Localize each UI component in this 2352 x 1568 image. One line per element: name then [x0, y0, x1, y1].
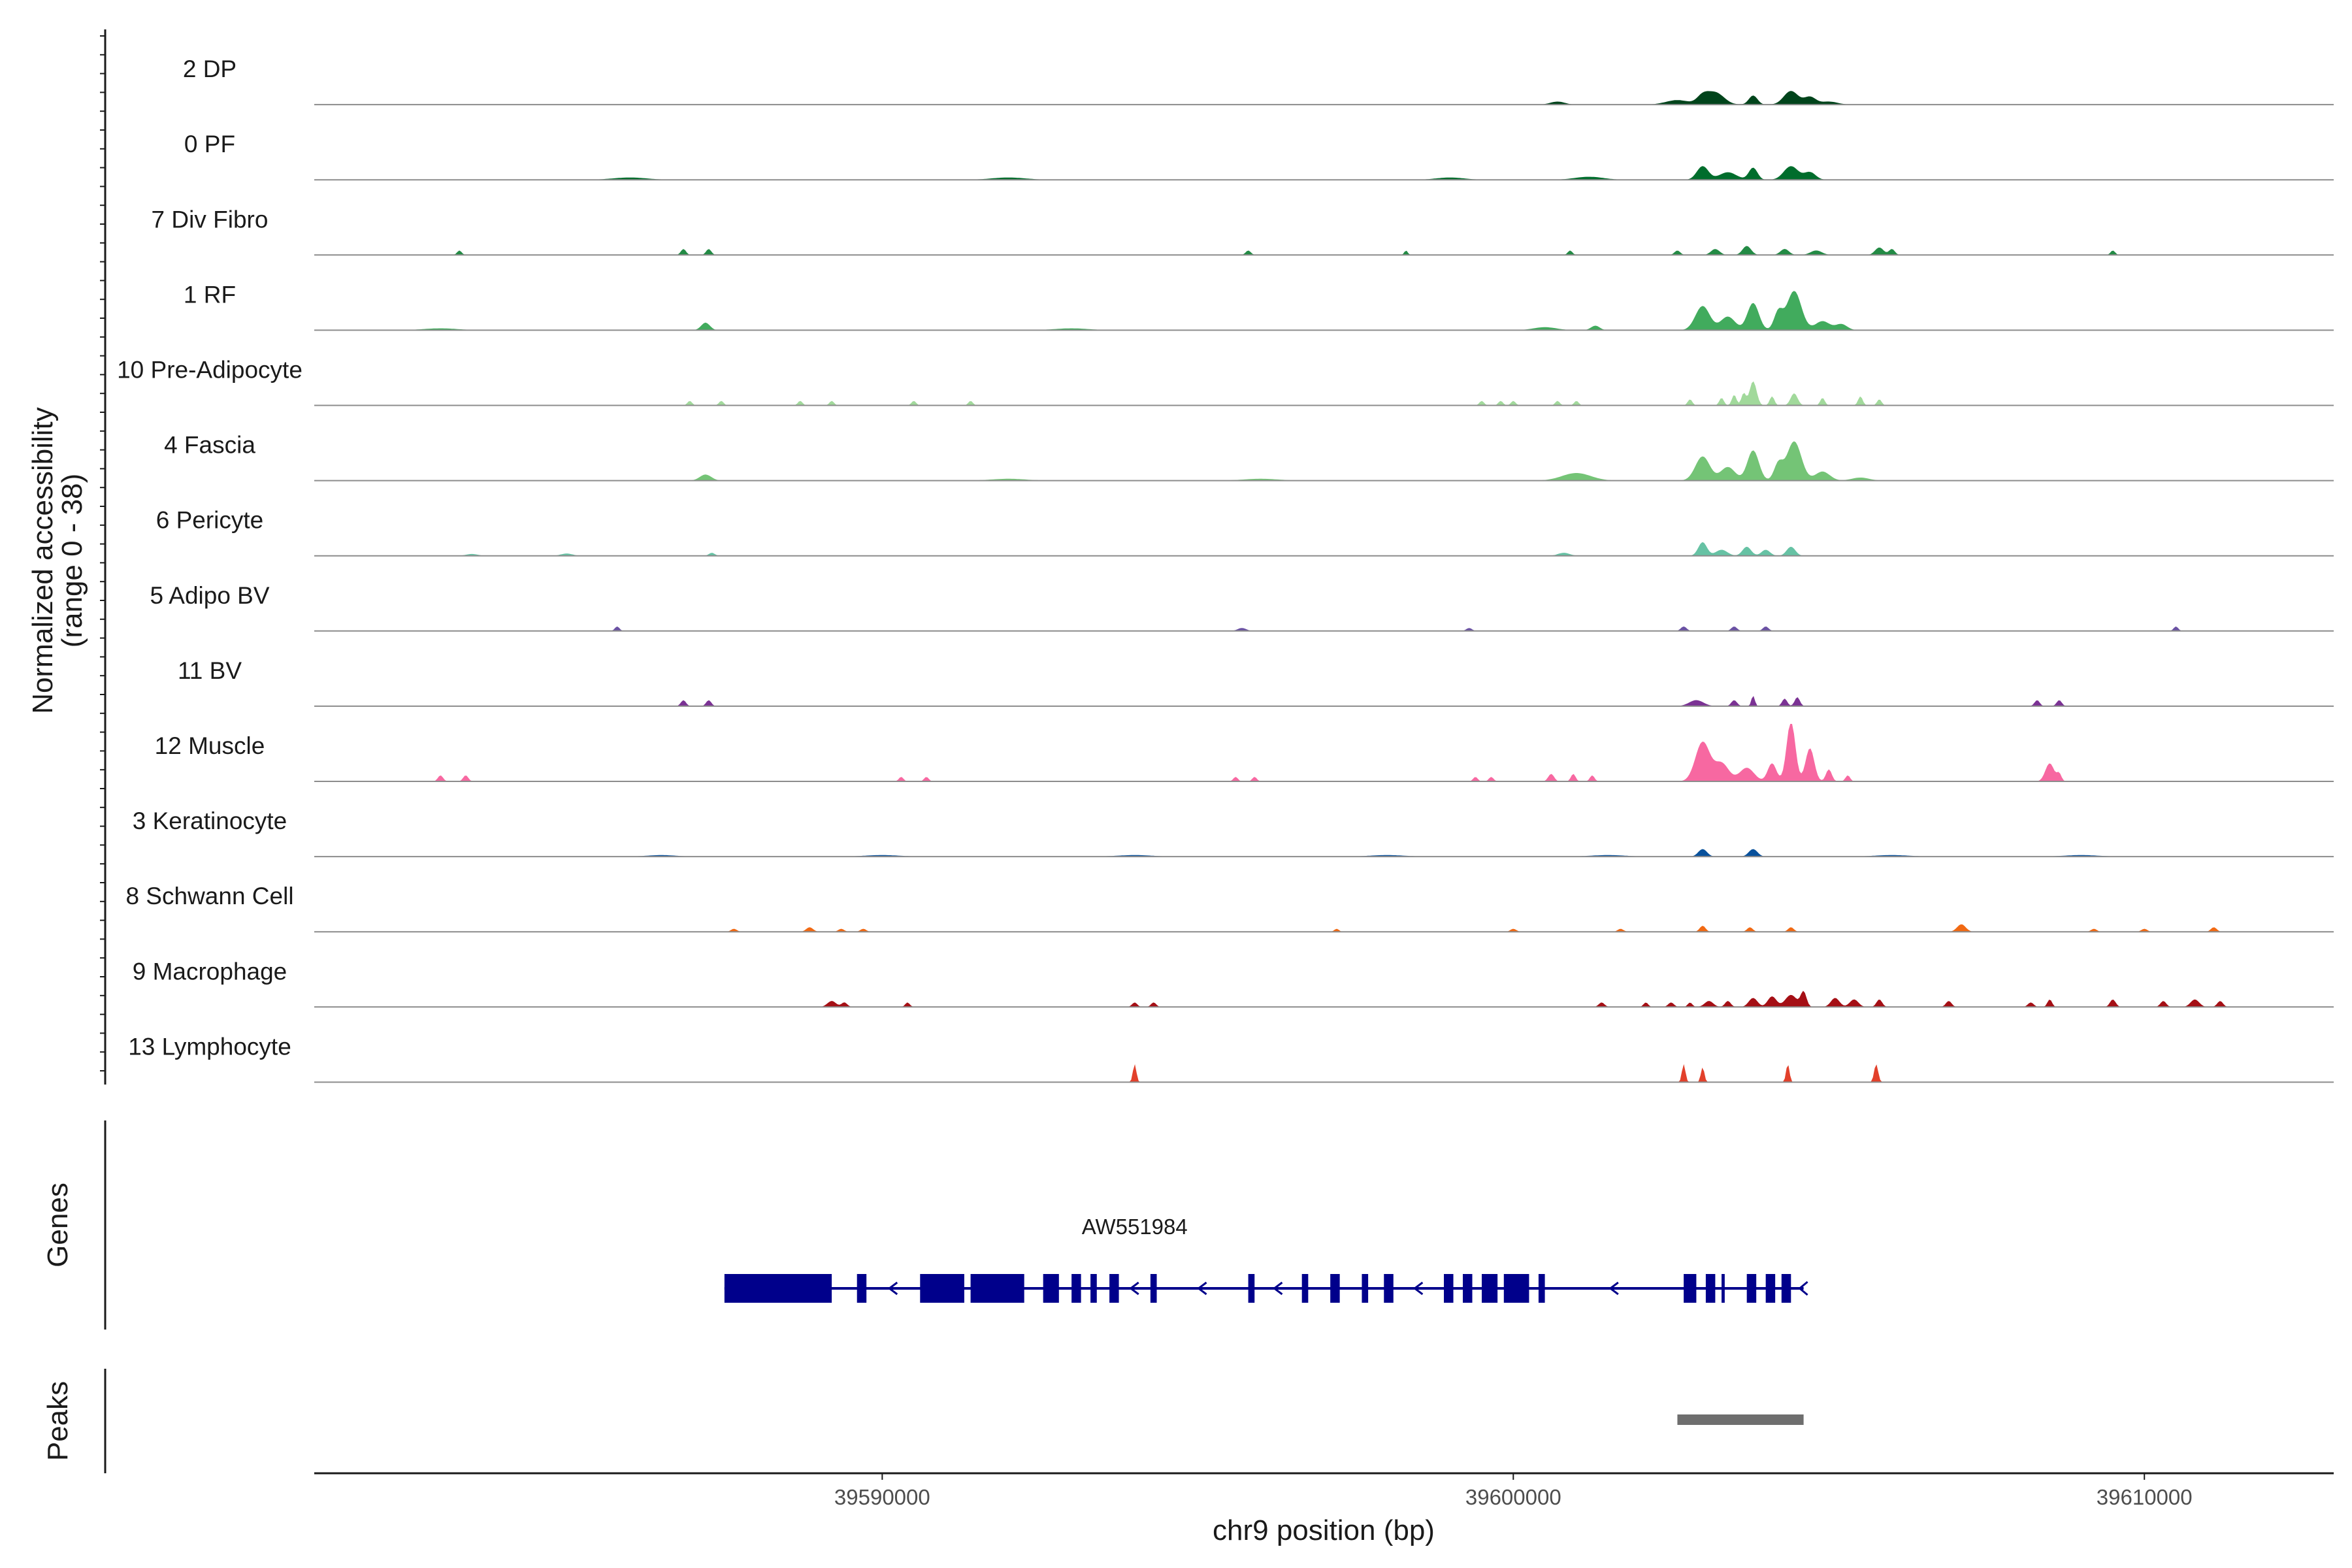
genes-panel-label: Genes — [42, 1183, 74, 1267]
gene-exon — [1463, 1274, 1473, 1303]
track-1: 2 DP — [183, 56, 2334, 106]
gene-exon — [857, 1274, 867, 1303]
track-2: 0 PF — [184, 131, 2334, 181]
coverage-area — [314, 166, 2334, 180]
track-10: 12 Muscle — [155, 724, 2334, 782]
track-9: 11 BV — [178, 657, 2334, 707]
strand-arrow — [1272, 1281, 1283, 1296]
gene-exon — [970, 1274, 1024, 1303]
strand-arrow — [1798, 1281, 1808, 1296]
gene-exon — [1109, 1274, 1119, 1303]
gene-exon — [1503, 1274, 1529, 1303]
gene-exon — [1362, 1274, 1369, 1303]
coverage-area — [314, 291, 2334, 331]
coverage-panel: 2 DP 0 PF 7 Div Fibro 1 RF 10 Pre-Adipocyte 4… — [117, 56, 2334, 1083]
coverage-area — [314, 542, 2334, 556]
gene-exon — [1330, 1274, 1340, 1303]
y-axis-title: Normalized accessibility — [27, 407, 59, 713]
peak-panel — [1677, 1414, 1804, 1425]
track-7: 6 Pericyte — [156, 507, 2334, 557]
gene-exon — [1684, 1274, 1697, 1303]
strand-arrow — [1609, 1281, 1619, 1296]
track-4: 1 RF — [184, 281, 2334, 331]
track-label: 4 Fascia — [164, 432, 255, 459]
y-axis-range: (range 0 - 38) — [56, 474, 88, 648]
x-axis-title: chr9 position (bp) — [1213, 1514, 1435, 1546]
peaks-panel-label: Peaks — [42, 1381, 74, 1461]
track-label: 13 Lymphocyte — [128, 1033, 291, 1060]
coverage-area — [314, 1064, 2334, 1083]
track-6: 4 Fascia — [164, 432, 2334, 482]
coverage-area — [314, 696, 2334, 706]
coverage-area — [314, 924, 2334, 932]
track-8: 5 Adipo BV — [150, 582, 2334, 632]
track-14: 13 Lymphocyte — [128, 1033, 2334, 1083]
track-label: 8 Schwann Cell — [125, 883, 293, 909]
track-12: 8 Schwann Cell — [125, 883, 2334, 933]
strand-arrow — [1129, 1281, 1139, 1296]
gene-exon — [1384, 1274, 1394, 1303]
gene-exon — [1043, 1274, 1059, 1303]
gene-panel: AW551984 — [724, 1215, 1808, 1303]
track-label: 1 RF — [184, 281, 236, 308]
gene-label: AW551984 — [1082, 1215, 1188, 1239]
gene-exon — [1444, 1274, 1454, 1303]
coverage-area — [314, 724, 2334, 781]
gene-exon — [724, 1274, 832, 1303]
gene-exon — [1705, 1274, 1716, 1303]
track-label: 2 DP — [183, 56, 237, 82]
track-label: 6 Pericyte — [156, 507, 264, 534]
gene-exon — [1071, 1274, 1081, 1303]
track-label: 11 BV — [178, 657, 242, 684]
peak-region — [1677, 1414, 1804, 1425]
track-label: 5 Adipo BV — [150, 582, 269, 609]
gene-exon — [1150, 1274, 1157, 1303]
coverage-area — [314, 91, 2334, 105]
x-tick-label: 39590000 — [834, 1485, 930, 1509]
track-13: 9 Macrophage — [133, 958, 2334, 1008]
gene-exon — [1781, 1274, 1791, 1303]
strand-arrow — [1197, 1281, 1207, 1296]
gene-model: AW551984 — [724, 1215, 1808, 1303]
coverage-area — [314, 990, 2334, 1007]
coverage-area — [314, 441, 2334, 481]
coverage-area — [314, 246, 2334, 255]
x-tick-label: 39610000 — [2097, 1485, 2193, 1509]
track-5: 10 Pre-Adipocyte — [117, 357, 2334, 406]
track-11: 3 Keratinocyte — [133, 808, 2334, 858]
track-label: 0 PF — [184, 131, 235, 157]
gene-exon — [1248, 1274, 1255, 1303]
gene-exon — [1722, 1274, 1725, 1303]
track-label: 12 Muscle — [155, 732, 265, 759]
gene-exon — [1765, 1274, 1776, 1303]
track-label: 10 Pre-Adipocyte — [117, 357, 302, 384]
track-label: 3 Keratinocyte — [133, 808, 287, 834]
track-label: 9 Macrophage — [133, 958, 287, 985]
strand-arrow — [887, 1281, 898, 1296]
track-label: 7 Div Fibro — [152, 206, 269, 233]
x-axis-ticks: 39590000 39600000 39610000 — [834, 1473, 2193, 1509]
x-tick-label: 39600000 — [1465, 1485, 1561, 1509]
gene-exon — [1746, 1274, 1757, 1303]
gene-exon — [1481, 1274, 1498, 1303]
gene-exon — [1538, 1274, 1545, 1303]
gene-exon — [1090, 1274, 1097, 1303]
gene-exon — [1301, 1274, 1309, 1303]
gene-exon — [920, 1274, 964, 1303]
coverage-area — [314, 849, 2334, 857]
coverage-area — [314, 626, 2334, 631]
strand-arrow — [1413, 1281, 1424, 1296]
track-3: 7 Div Fibro — [152, 206, 2334, 256]
coverage-y-ticks — [100, 35, 105, 1071]
coverage-area — [314, 381, 2334, 406]
